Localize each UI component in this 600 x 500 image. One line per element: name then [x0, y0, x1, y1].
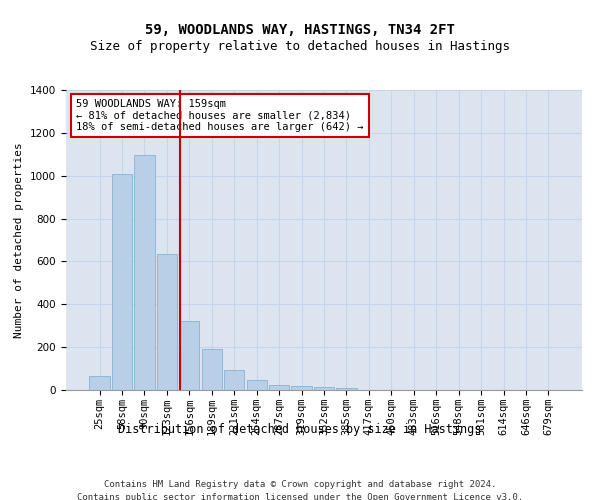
Bar [157, 254, 177, 390]
Text: 59 WOODLANDS WAY: 159sqm
← 81% of detached houses are smaller (2,834)
18% of sem: 59 WOODLANDS WAY: 159sqm ← 81% of detach… [76, 99, 364, 132]
Bar [337, 388, 356, 390]
Bar [179, 322, 199, 390]
Bar [247, 380, 267, 390]
Bar [134, 156, 155, 390]
Bar [269, 384, 289, 390]
Bar [224, 370, 244, 390]
Bar [314, 387, 334, 390]
Bar [292, 386, 311, 390]
Bar [89, 376, 110, 390]
Text: Contains public sector information licensed under the Open Government Licence v3: Contains public sector information licen… [77, 492, 523, 500]
Bar [202, 350, 222, 390]
Y-axis label: Number of detached properties: Number of detached properties [14, 142, 25, 338]
Text: Distribution of detached houses by size in Hastings: Distribution of detached houses by size … [118, 422, 482, 436]
Text: 59, WOODLANDS WAY, HASTINGS, TN34 2FT: 59, WOODLANDS WAY, HASTINGS, TN34 2FT [145, 22, 455, 36]
Text: Contains HM Land Registry data © Crown copyright and database right 2024.: Contains HM Land Registry data © Crown c… [104, 480, 496, 489]
Text: Size of property relative to detached houses in Hastings: Size of property relative to detached ho… [90, 40, 510, 53]
Bar [112, 174, 132, 390]
